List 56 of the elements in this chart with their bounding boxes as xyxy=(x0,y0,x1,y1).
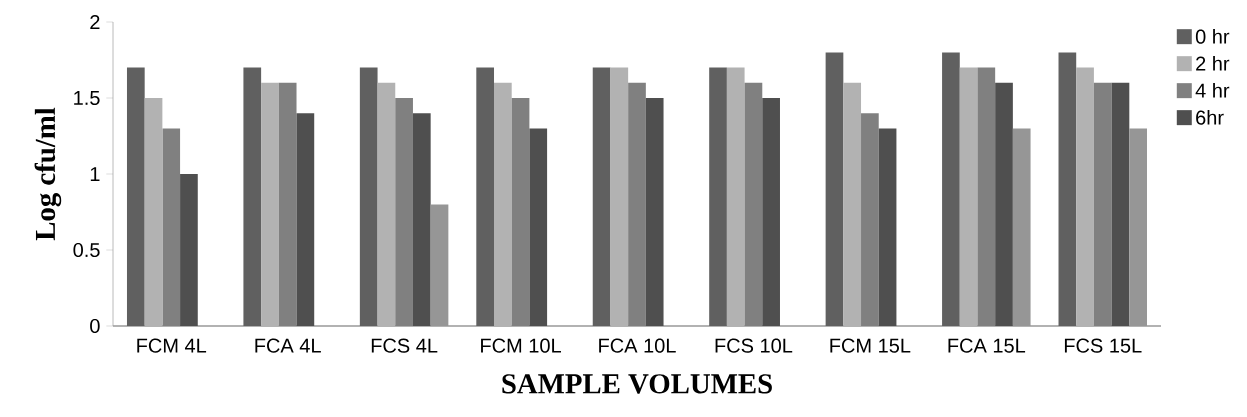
bar xyxy=(977,67,996,326)
x-tick-label: FCS 10L xyxy=(715,338,793,353)
x-tick-label: FCM 4L xyxy=(137,338,207,353)
bar xyxy=(162,128,181,326)
x-tick-label: FCA 15L xyxy=(948,338,1026,353)
legend-label: 0 hr xyxy=(1195,29,1230,44)
legend-label: 6hr xyxy=(1196,109,1224,125)
y-tick-label: 2 xyxy=(90,15,100,29)
bar xyxy=(878,128,897,326)
bar xyxy=(144,98,163,326)
x-tick-label: FCS 4L xyxy=(371,338,438,353)
bar xyxy=(243,67,262,326)
bar xyxy=(494,82,512,326)
bar xyxy=(861,113,879,326)
x-tick-label: FCA 10L xyxy=(599,338,676,353)
bar xyxy=(180,174,198,326)
bar xyxy=(959,67,978,326)
bar xyxy=(628,82,646,326)
bar xyxy=(645,98,664,326)
bar xyxy=(1111,82,1130,326)
bar xyxy=(1076,67,1094,326)
bar xyxy=(1093,82,1112,326)
legend-label: 4 hr xyxy=(1195,83,1230,98)
bar xyxy=(942,52,960,326)
bar xyxy=(843,82,862,326)
bar xyxy=(825,52,844,326)
bar xyxy=(412,113,431,326)
legend-label: 2 hr xyxy=(1196,56,1230,71)
y-tick-label: 1 xyxy=(90,167,100,181)
bar xyxy=(261,82,279,326)
bar xyxy=(395,98,413,326)
bar xyxy=(511,98,530,326)
bar xyxy=(377,82,396,326)
bar xyxy=(296,113,315,326)
bar xyxy=(726,67,745,326)
x-tick-label: FCM 15L xyxy=(830,338,911,353)
bar xyxy=(995,82,1013,326)
y-tick-label: 0.5 xyxy=(73,242,100,258)
y-tick-label: 0 xyxy=(90,318,100,334)
bar xyxy=(592,67,611,326)
bar xyxy=(610,67,629,326)
x-tick-label: FCA 4L xyxy=(255,338,321,353)
bar xyxy=(1058,52,1077,326)
x-axis-title: SAMPLE VOLUMES xyxy=(502,374,772,394)
y-axis-title: Log cfu/ml xyxy=(34,107,62,241)
x-tick-label: FCS 15L xyxy=(1064,338,1142,353)
bar xyxy=(359,67,378,326)
bar xyxy=(762,98,780,326)
bar xyxy=(744,82,763,326)
x-tick-label: FCM 10L xyxy=(481,338,561,353)
bar xyxy=(709,67,727,326)
bar xyxy=(529,128,548,326)
bar xyxy=(476,67,495,326)
bar xyxy=(278,82,297,326)
bar xyxy=(126,67,145,326)
y-tick-label: 1.5 xyxy=(74,91,100,105)
